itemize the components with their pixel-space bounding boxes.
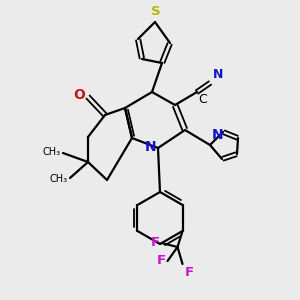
Text: N: N: [144, 140, 156, 154]
Text: C: C: [198, 93, 207, 106]
Text: CH₃: CH₃: [43, 147, 61, 157]
Text: F: F: [184, 266, 194, 279]
Text: F: F: [150, 236, 160, 248]
Text: CH₃: CH₃: [50, 174, 68, 184]
Text: F: F: [156, 254, 166, 268]
Text: S: S: [151, 5, 161, 18]
Text: N: N: [212, 128, 224, 142]
Text: O: O: [73, 88, 85, 102]
Text: N: N: [213, 68, 224, 81]
